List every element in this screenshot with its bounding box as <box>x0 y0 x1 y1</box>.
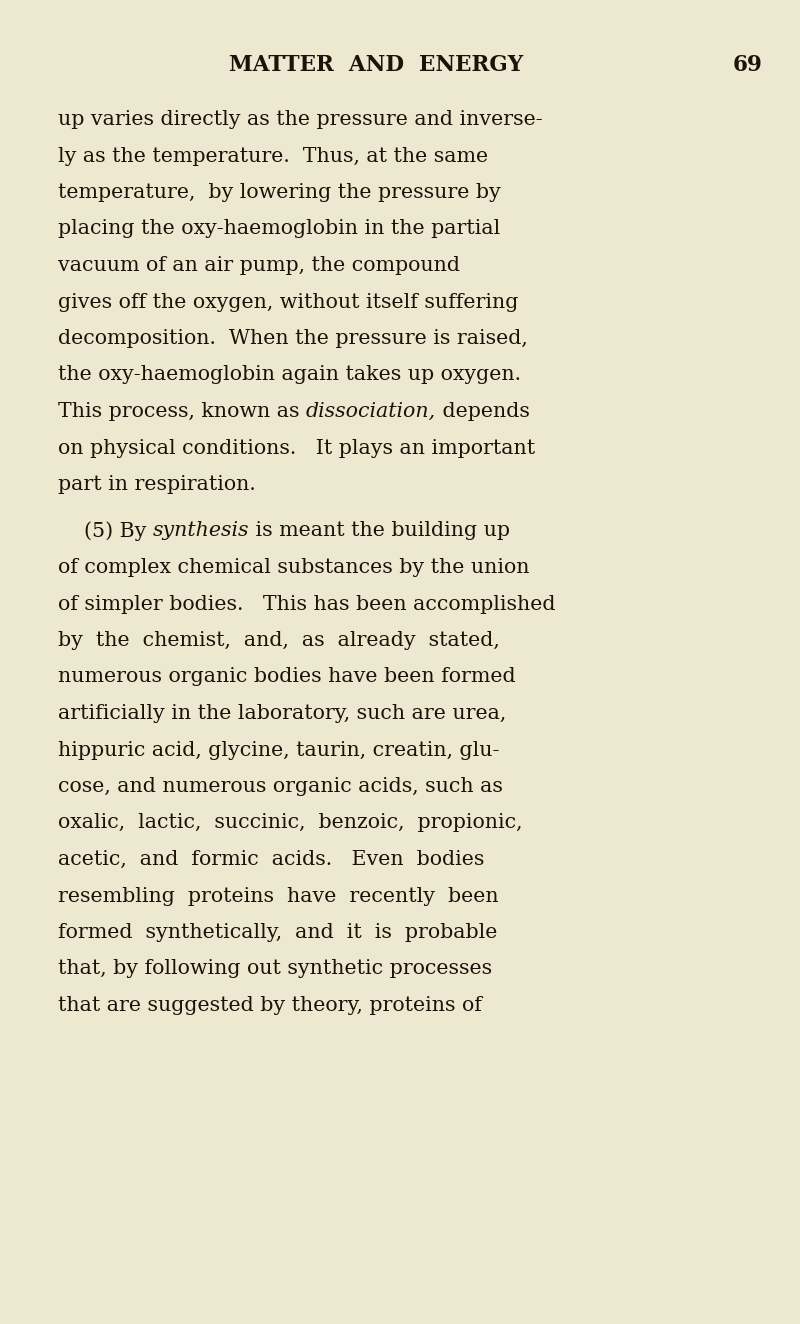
Text: numerous organic bodies have been formed: numerous organic bodies have been formed <box>58 667 516 687</box>
Text: the oxy-haemoglobin again takes up oxygen.: the oxy-haemoglobin again takes up oxyge… <box>58 365 521 384</box>
Text: part in respiration.: part in respiration. <box>58 475 256 494</box>
Text: artificially in the laboratory, such are urea,: artificially in the laboratory, such are… <box>58 704 506 723</box>
Text: (5) By: (5) By <box>58 522 153 542</box>
Text: This process, known as: This process, known as <box>58 402 306 421</box>
Text: acetic,  and  formic  acids.   Even  bodies: acetic, and formic acids. Even bodies <box>58 850 484 869</box>
Text: is meant the building up: is meant the building up <box>250 522 510 540</box>
Text: synthesis: synthesis <box>153 522 250 540</box>
Text: of simpler bodies.   This has been accomplished: of simpler bodies. This has been accompl… <box>58 594 555 613</box>
Text: placing the oxy-haemoglobin in the partial: placing the oxy-haemoglobin in the parti… <box>58 220 500 238</box>
Text: 69: 69 <box>733 54 763 75</box>
Text: vacuum of an air pump, the compound: vacuum of an air pump, the compound <box>58 256 460 275</box>
Text: resembling  proteins  have  recently  been: resembling proteins have recently been <box>58 887 498 906</box>
Text: that, by following out synthetic processes: that, by following out synthetic process… <box>58 960 492 978</box>
Text: depends: depends <box>436 402 530 421</box>
Text: dissociation,: dissociation, <box>306 402 436 421</box>
Text: ly as the temperature.  Thus, at the same: ly as the temperature. Thus, at the same <box>58 147 488 166</box>
Text: on physical conditions.   It plays an important: on physical conditions. It plays an impo… <box>58 438 535 458</box>
Text: hippuric acid, glycine, taurin, creatin, glu-: hippuric acid, glycine, taurin, creatin,… <box>58 740 499 760</box>
Text: temperature,  by lowering the pressure by: temperature, by lowering the pressure by <box>58 183 501 203</box>
Text: up varies directly as the pressure and inverse-: up varies directly as the pressure and i… <box>58 110 542 128</box>
Text: that are suggested by theory, proteins of: that are suggested by theory, proteins o… <box>58 996 482 1016</box>
Text: oxalic,  lactic,  succinic,  benzoic,  propionic,: oxalic, lactic, succinic, benzoic, propi… <box>58 813 522 833</box>
Text: of complex chemical substances by the union: of complex chemical substances by the un… <box>58 557 530 577</box>
Text: decomposition.  When the pressure is raised,: decomposition. When the pressure is rais… <box>58 328 528 348</box>
Text: cose, and numerous organic acids, such as: cose, and numerous organic acids, such a… <box>58 777 503 796</box>
Text: gives off the oxygen, without itself suffering: gives off the oxygen, without itself suf… <box>58 293 518 311</box>
Text: MATTER  AND  ENERGY: MATTER AND ENERGY <box>229 54 523 75</box>
Text: formed  synthetically,  and  it  is  probable: formed synthetically, and it is probable <box>58 923 498 941</box>
Text: by  the  chemist,  and,  as  already  stated,: by the chemist, and, as already stated, <box>58 632 500 650</box>
